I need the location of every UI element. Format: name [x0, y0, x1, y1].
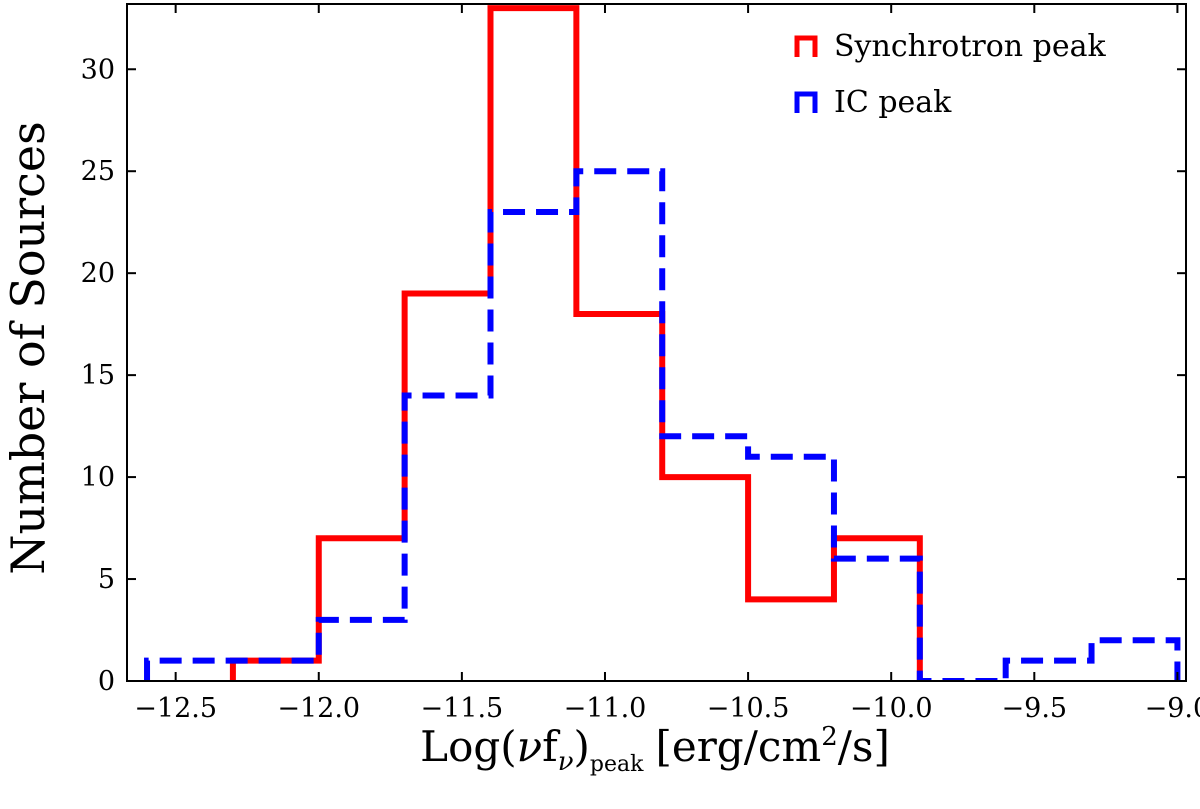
x-tick-label: −11.0 [564, 693, 647, 724]
y-tick-label: 20 [81, 258, 115, 289]
x-axis-title-sub-nu: ν [558, 747, 574, 777]
x-axis-title-peak: peak [590, 752, 644, 777]
x-tick-label: −10.5 [707, 693, 790, 724]
ticks-layer: −12.5 −12.0 −11.5 −11.0 −10.5 −10.0 −9.5 −9.0 0 5… [81, 4, 1200, 724]
bar-1-7 [748, 457, 834, 681]
bar-1-3 [405, 396, 491, 681]
y-tick-label: 25 [81, 156, 115, 187]
x-axis-title-units-sup: 2 [821, 722, 838, 752]
bar-0-2 [405, 294, 491, 681]
x-axis-title-units-post: /s] [838, 722, 890, 771]
bar-1-11 [1092, 640, 1178, 681]
x-tick-label: −11.5 [420, 693, 503, 724]
bar-1-5 [576, 171, 662, 681]
x-axis-title-close: ) [574, 722, 590, 771]
y-tick-label: 0 [98, 666, 115, 697]
bar-0-6 [748, 599, 834, 681]
legend: Synchrotron peak IC peak [794, 29, 1107, 120]
x-axis-title-units-pre: [erg/cm [655, 722, 821, 771]
x-tick-label: −12.5 [134, 693, 217, 724]
y-axis-title: Number of Sources [1, 121, 55, 575]
x-tick-label: −10.0 [850, 693, 933, 724]
bar-1-1 [233, 661, 319, 681]
x-tick-label: −9.0 [1145, 693, 1200, 724]
bar-1-8 [834, 559, 920, 681]
axes-layer [126, 3, 1187, 682]
bar-0-4 [576, 314, 662, 681]
legend-label-synchrotron: Synchrotron peak [834, 29, 1107, 64]
series-synchrotron-peak [229, 5, 923, 681]
bar-0-1 [319, 538, 405, 681]
plot-frame [126, 3, 1187, 682]
bar-1-0 [147, 661, 233, 681]
y-tick-label: 10 [81, 462, 115, 493]
x-tick-label: −12.0 [277, 693, 360, 724]
bar-1-6 [662, 436, 748, 681]
series-layer [144, 5, 1181, 681]
bar-0-5 [662, 477, 748, 681]
bar-1-4 [490, 212, 576, 681]
y-tick-label: 5 [98, 564, 115, 595]
bar-0-3 [490, 8, 576, 681]
bar-1-2 [319, 620, 405, 681]
x-axis-title: Log(νfν)peak [erg/cm2/s] [420, 722, 890, 777]
bar-0-0 [233, 661, 319, 681]
x-axis-title-f: f [542, 722, 561, 771]
legend-handle-synchrotron [794, 35, 818, 57]
legend-label-ic: IC peak [834, 85, 952, 120]
bar-1-10 [1006, 661, 1092, 681]
x-axis-title-nu: ν [517, 722, 543, 771]
x-axis-title-main: Log( [420, 722, 516, 771]
y-tick-label: 30 [81, 54, 115, 85]
series-ic-peak [144, 168, 1181, 681]
y-tick-label: 15 [81, 360, 115, 391]
x-tick-label: −9.5 [1002, 693, 1068, 724]
legend-handle-ic [794, 91, 818, 113]
